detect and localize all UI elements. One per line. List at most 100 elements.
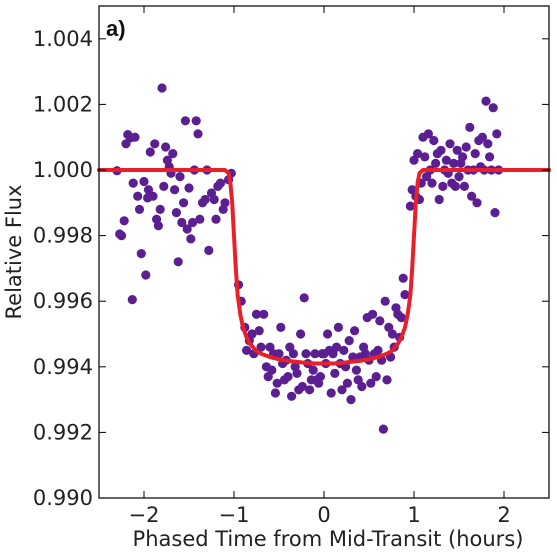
data-point [461,142,471,152]
data-point [136,249,146,259]
data-point [204,245,214,255]
data-point [333,322,343,332]
data-point [184,183,194,193]
data-point [423,129,433,139]
data-point [467,191,477,201]
data-point [420,152,430,162]
data-point [288,349,298,359]
data-point [337,385,347,395]
data-point [287,391,297,401]
data-point [157,83,167,93]
data-point [351,365,361,375]
data-point [315,372,325,382]
data-point [276,322,286,332]
data-point [330,368,340,378]
data-point [454,172,464,182]
data-point [270,388,280,398]
data-point [191,116,201,126]
data-point [481,96,491,106]
data-point [431,158,441,168]
data-point [387,329,397,339]
data-point [173,257,183,267]
data-point [247,329,257,339]
data-point [254,326,264,336]
data-point [398,273,408,283]
data-point [242,345,252,355]
data-point [470,149,480,159]
data-point [339,345,349,355]
data-point [153,221,163,231]
transit-model-line [97,168,551,366]
data-point [323,329,333,339]
data-point [308,365,318,375]
data-point [458,152,468,162]
data-point [375,316,385,326]
data-point [427,178,437,188]
data-point [436,145,446,155]
data-point [272,378,282,388]
x-tick-label: −1 [219,503,250,527]
data-point [145,147,155,157]
data-point [400,290,410,300]
data-point [378,424,388,434]
data-point [396,313,406,323]
data-point [368,309,378,319]
data-point [342,378,352,388]
data-point [127,295,137,305]
data-point [171,208,181,218]
data-point [200,194,210,205]
data-point [267,365,277,375]
data-point [459,181,469,191]
data-point [155,204,165,214]
data-point [492,129,502,139]
data-point [483,139,493,149]
data-point [130,132,140,142]
data-point [450,181,460,191]
data-point [344,336,354,346]
y-axis: 0.990 0.992 0.994 0.996 0.998 1.000 1.002 1.004 [33,27,549,510]
data-point [180,116,190,126]
data-point [193,129,203,139]
data-point [485,152,495,162]
data-point [143,185,154,195]
data-point [449,158,459,168]
data-point [490,208,500,218]
data-point [380,296,390,306]
data-point [128,178,138,188]
data-point [220,198,230,208]
data-point [179,198,189,208]
data-point [134,204,145,214]
data-point [346,395,356,405]
data-point [159,181,169,191]
data-point [488,103,498,113]
data-point [148,191,158,201]
data-point [119,216,129,226]
data-point [452,145,462,155]
data-point [472,198,482,208]
data-point [259,309,269,319]
data-point [150,139,160,149]
data-point [175,172,185,182]
data-point [413,149,423,159]
data-point [283,372,293,382]
data-point [256,342,266,352]
data-point [373,345,383,355]
data-point [297,381,307,392]
data-point [465,122,475,132]
data-point [170,185,180,195]
data-point [177,217,187,228]
data-point [441,155,451,165]
data-point [296,329,306,339]
data-point [116,231,127,241]
x-tick-label: 0 [317,503,330,527]
data-point [350,326,360,336]
data-point [133,191,143,201]
data-point [332,342,342,352]
plot-frame [98,5,550,499]
data-point [186,234,196,244]
data-point [292,368,302,378]
y-tick-label: 0.992 [33,420,93,444]
y-axis-label: Relative Flux [2,184,26,319]
data-point [215,178,226,188]
y-tick-label: 0.994 [33,355,93,379]
